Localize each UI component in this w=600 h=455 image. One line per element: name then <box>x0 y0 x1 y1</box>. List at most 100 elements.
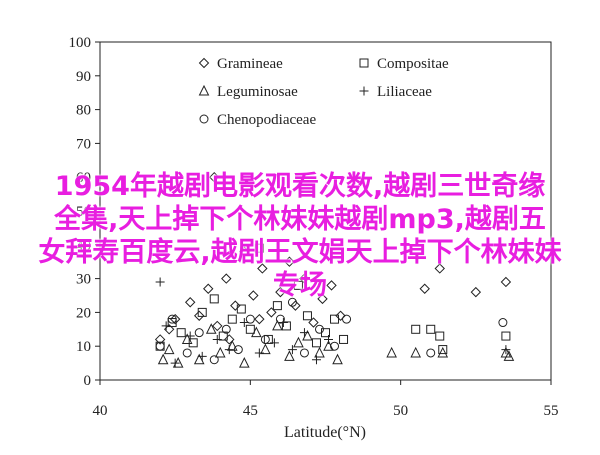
x-tick-label: 45 <box>243 403 258 419</box>
point-gramineae <box>194 310 205 321</box>
series-liliaceae <box>155 277 511 368</box>
point-compositae <box>167 318 177 328</box>
point-liliaceae <box>299 328 309 338</box>
point-gramineae <box>434 263 445 274</box>
point-chenopodiaceae <box>221 324 231 334</box>
point-gramineae <box>230 300 241 311</box>
point-liliaceae <box>212 334 222 344</box>
y-tick-label: 60 <box>76 170 91 186</box>
point-compositae <box>176 328 186 338</box>
point-gramineae <box>326 280 337 291</box>
series-gramineae <box>154 171 512 345</box>
legend: Gramineae Compositae Leguminosae Liliaceae C… <box>198 56 449 128</box>
point-chenopodiaceae <box>287 297 297 307</box>
point-liliaceae <box>185 331 195 341</box>
point-gramineae <box>184 297 196 308</box>
legend-marker-liliaceae <box>359 86 369 96</box>
legend-label-gramineae: Gramineae <box>217 56 283 72</box>
point-leguminosae <box>251 326 262 338</box>
y-tick-label: 30 <box>76 272 91 288</box>
point-compositae <box>426 324 436 334</box>
y-tick-label: 0 <box>84 373 92 389</box>
x-axis-label: Latitude(°N) <box>284 424 366 441</box>
y-axis: 0 10 20 30 40 50 60 70 80 90 100 <box>69 35 100 389</box>
point-gramineae <box>212 320 223 332</box>
legend-label-compositae: Compositae <box>377 56 449 72</box>
point-compositae <box>435 331 445 341</box>
legend-label-liliaceae: Liliaceae <box>377 84 432 100</box>
point-leguminosae <box>260 343 271 355</box>
point-gramineae <box>290 300 301 311</box>
point-chenopodiaceae <box>342 314 352 324</box>
point-leguminosae <box>181 333 193 344</box>
point-gramineae <box>299 273 310 284</box>
legend-label-chenopodiaceae: Chenopodiaceae <box>217 112 316 128</box>
point-compositae <box>281 321 291 331</box>
point-leguminosae <box>410 346 422 358</box>
y-tick-label: 100 <box>69 35 92 51</box>
point-chenopodiaceae <box>498 318 508 328</box>
point-chenopodiaceae <box>299 348 309 358</box>
point-gramineae <box>284 256 295 267</box>
point-liliaceae <box>239 318 249 328</box>
point-compositae <box>263 334 273 344</box>
point-compositae <box>311 338 321 348</box>
point-liliaceae <box>501 345 511 355</box>
point-chenopodiaceae <box>245 314 255 324</box>
point-leguminosae <box>205 323 217 334</box>
point-leguminosae <box>332 353 343 365</box>
legend-label-leguminosae: Leguminosae <box>217 84 298 100</box>
point-chenopodiaceae <box>314 324 324 334</box>
y-tick-label: 20 <box>76 305 91 321</box>
x-tick-label: 50 <box>393 403 408 419</box>
watermark-overlay-text: 1954年越剧电影观看次数,越剧三世奇缘 全集,天上掉下个林妹妹越剧mp3,越剧… <box>0 170 600 302</box>
point-liliaceae <box>155 277 165 287</box>
point-gramineae <box>500 276 512 288</box>
point-liliaceae <box>269 338 279 348</box>
y-tick-label: 90 <box>76 69 91 85</box>
point-liliaceae <box>170 358 180 368</box>
point-compositae <box>302 311 312 321</box>
point-compositae <box>330 314 340 324</box>
point-leguminosae <box>157 353 169 365</box>
point-gramineae <box>335 310 346 321</box>
point-gramineae <box>203 283 214 294</box>
legend-marker-chenopodiaceae <box>199 114 209 124</box>
y-tick-label: 40 <box>76 238 91 254</box>
point-chenopodiaceae <box>209 355 219 365</box>
point-gramineae <box>209 171 220 183</box>
point-leguminosae <box>284 350 295 361</box>
point-compositae <box>411 324 421 334</box>
point-compositae <box>293 280 303 290</box>
point-compositae <box>254 243 264 253</box>
y-tick-label: 80 <box>76 103 91 119</box>
point-gramineae <box>308 317 319 328</box>
point-gramineae <box>419 283 430 294</box>
point-gramineae <box>257 263 268 274</box>
point-liliaceae <box>287 345 297 355</box>
point-leguminosae <box>163 343 175 355</box>
x-axis: 40 45 50 55 <box>93 380 559 419</box>
point-leguminosae <box>226 340 238 351</box>
point-gramineae <box>266 307 277 318</box>
overlay-line-2: 全集,天上掉下个林妹妹越剧mp3,越剧五 <box>54 204 546 235</box>
point-gramineae <box>254 313 265 325</box>
point-leguminosae <box>272 319 283 331</box>
overlay-line-1: 1954年越剧电影观看次数,越剧三世奇缘 <box>54 171 546 202</box>
point-gramineae <box>275 286 286 298</box>
point-leguminosae <box>314 346 325 358</box>
point-leguminosae <box>239 356 250 368</box>
y-tick-label: 10 <box>76 339 91 355</box>
point-liliaceae <box>278 318 288 328</box>
legend-marker-gramineae <box>198 57 210 69</box>
point-chenopodiaceae <box>330 341 340 351</box>
point-leguminosae <box>386 346 397 358</box>
point-compositae <box>245 324 255 334</box>
point-liliaceae <box>224 345 234 355</box>
point-liliaceae <box>311 355 321 365</box>
overlay-line-4: 专场 <box>273 270 327 301</box>
point-gramineae <box>154 334 166 345</box>
point-chenopodiaceae <box>194 328 204 338</box>
point-chenopodiaceae <box>233 345 243 355</box>
point-chenopodiaceae <box>260 334 270 344</box>
